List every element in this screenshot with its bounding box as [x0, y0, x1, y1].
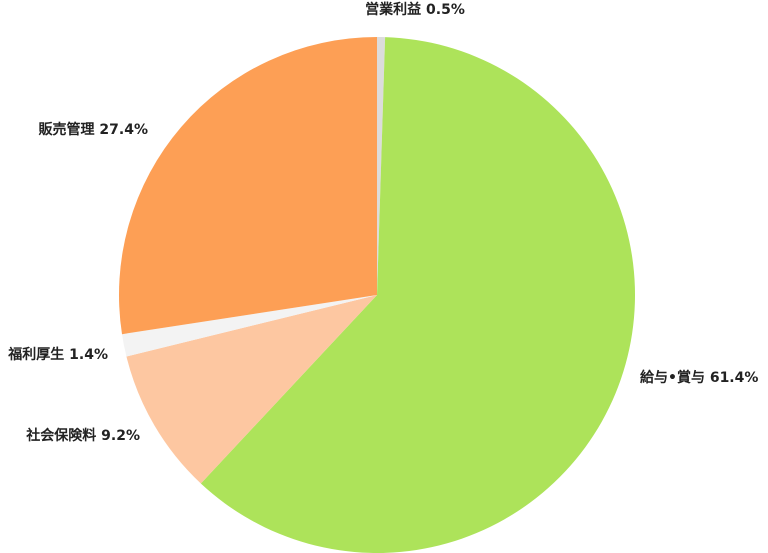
slice-label: 社会保険料 9.2% — [25, 427, 140, 444]
slice-label: 給与•賞与 61.4% — [640, 369, 758, 386]
pie-slice-4 — [118, 37, 377, 335]
slice-label: 福利厚生 1.4% — [7, 346, 108, 363]
pie-slice-2 — [126, 295, 377, 484]
slice-label: 営業利益 0.5% — [365, 1, 465, 18]
slice-label: 販売管理 27.4% — [39, 121, 148, 138]
pie-slice-0 — [377, 37, 386, 295]
pie-slice-1 — [200, 37, 635, 553]
pie-slice-3 — [121, 295, 377, 357]
